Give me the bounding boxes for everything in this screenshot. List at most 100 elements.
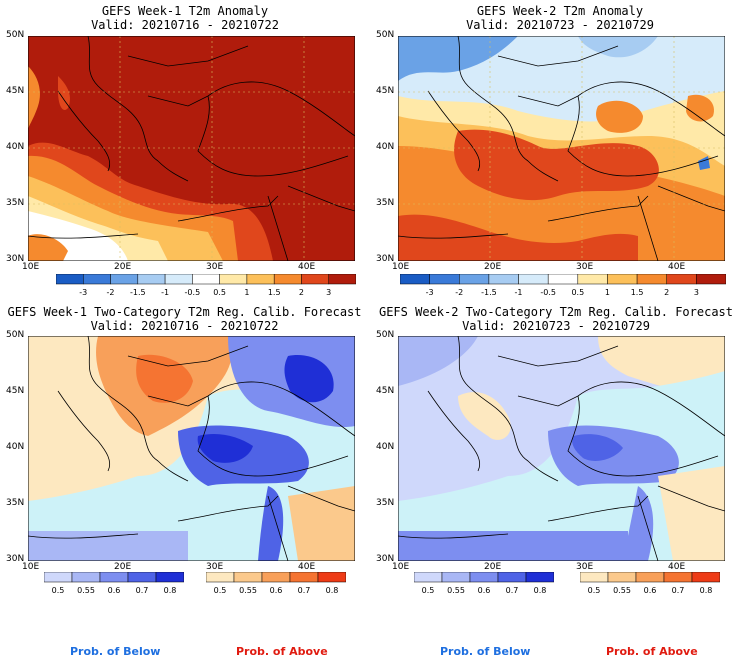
colorbar-tick-label: -1 (515, 288, 523, 297)
colorbar-segment (429, 274, 460, 285)
colorbar-tick-label: 1.5 (631, 288, 644, 297)
colorbar-tick-label: 0.55 (239, 586, 257, 595)
panel4-title: GEFS Week-2 Two-Category T2m Reg. Calib.… (378, 305, 733, 333)
lat-label: 50N (6, 30, 25, 40)
colorbar-tick-label: 3 (694, 288, 699, 297)
lon-label: 40E (668, 262, 686, 272)
colorbar-segment (44, 572, 73, 583)
colorbar-segment (696, 274, 726, 285)
colorbar-tick-label: 0.7 (506, 586, 519, 595)
colorbar-tick-label: 0.5 (52, 586, 65, 595)
lat-label: 45N (6, 86, 25, 96)
colorbar-segment (246, 274, 275, 285)
colorbar-segment (635, 572, 665, 583)
colorbar-tick-label: -3 (79, 288, 87, 297)
lat-label: 40N (6, 142, 25, 152)
colorbar-tick-label: 1.5 (268, 288, 281, 297)
colorbar-tick-label: -0.5 (185, 288, 201, 297)
prob-below-label: Prob. of Below (440, 645, 531, 658)
lat-label: 35N (6, 198, 25, 208)
colorbar-tick-label: 0.5 (571, 288, 584, 297)
lon-label: 30E (576, 262, 594, 272)
prob-below-colorbar-week1: 0.5 0.55 0.6 0.7 0.8 (44, 572, 184, 595)
colorbar-tick-label: 0.6 (478, 586, 491, 595)
lon-label: 20E (484, 262, 502, 272)
lat-label: 30N (6, 254, 25, 264)
lat-label: 50N (376, 330, 395, 340)
colorbar-tick-label: 0.6 (644, 586, 657, 595)
colorbar-segment (607, 572, 637, 583)
lat-label: 45N (6, 386, 25, 396)
colorbar-tick-label: -2 (107, 288, 115, 297)
prob-below-label: Prob. of Below (70, 645, 161, 658)
colorbar-segment (289, 572, 319, 583)
colorbar-segment (607, 274, 638, 285)
lon-label: 20E (484, 562, 502, 572)
colorbar-segment (328, 274, 356, 285)
lon-label: 20E (114, 262, 132, 272)
map-week2-probability (398, 336, 725, 561)
colorbar-segment (497, 572, 527, 583)
colorbar-tick-label: -1.5 (481, 288, 497, 297)
lat-label: 30N (376, 554, 395, 564)
prob-above-colorbar-week1: 0.5 0.55 0.6 0.7 0.8 (206, 572, 346, 595)
panel2-title: GEFS Week-2 T2m Anomaly Valid: 20210723 -… (466, 4, 654, 32)
colorbar-segment (273, 274, 302, 285)
panel3-title: GEFS Week-1 Two-Category T2m Reg. Calib.… (7, 305, 362, 333)
colorbar-tick-label: 2 (299, 288, 304, 297)
lon-label: 30E (576, 562, 594, 572)
panel1-title: GEFS Week-1 T2m Anomaly Valid: 20210716 -… (91, 4, 279, 32)
colorbar-segment (636, 274, 667, 285)
colorbar-segment (580, 572, 609, 583)
colorbar-tick-label: 0.7 (672, 586, 685, 595)
colorbar-segment (441, 572, 471, 583)
colorbar-segment (525, 572, 554, 583)
colorbar-tick-label: 0.7 (136, 586, 149, 595)
colorbar-segment (459, 274, 490, 285)
anomaly-colorbar-week1: -3 -2 -1.5 -1 -0.5 0.5 1 1.5 2 3 (56, 274, 356, 297)
colorbar-segment (99, 572, 129, 583)
lon-label: 10E (392, 562, 410, 572)
colorbar-tick-label: 0.55 (613, 586, 631, 595)
colorbar-segment (137, 274, 166, 285)
colorbar-tick-label: 0.5 (588, 586, 601, 595)
colorbar-tick-label: 1 (244, 288, 249, 297)
colorbar-tick-label: -2 (455, 288, 463, 297)
colorbar-tick-label: 0.5 (213, 288, 226, 297)
colorbar-tick-label: 0.8 (700, 586, 713, 595)
colorbar-segment (301, 274, 329, 285)
lon-label: 40E (668, 562, 686, 572)
colorbar-segment (488, 274, 519, 285)
colorbar-tick-label: 1 (605, 288, 610, 297)
colorbar-segment (192, 274, 220, 285)
colorbar-segment (666, 274, 697, 285)
colorbar-tick-label: 0.8 (164, 586, 177, 595)
prob-above-label: Prob. of Above (606, 645, 698, 658)
lat-label: 50N (376, 30, 395, 40)
colorbar-tick-label: -1 (161, 288, 169, 297)
colorbar-segment (110, 274, 139, 285)
map-week1-anomaly (28, 36, 355, 261)
colorbar-segment (164, 274, 193, 285)
colorbar-segment (518, 274, 549, 285)
colorbar-tick-label: 0.6 (108, 586, 121, 595)
colorbar-segment (219, 274, 248, 285)
lat-label: 40N (376, 442, 395, 452)
colorbar-tick-label: 0.5 (422, 586, 435, 595)
lat-label: 35N (6, 498, 25, 508)
colorbar-segment (414, 572, 443, 583)
colorbar-tick-label: 0.6 (270, 586, 283, 595)
lon-label: 30E (206, 562, 224, 572)
lat-label: 40N (6, 442, 25, 452)
colorbar-segment (261, 572, 291, 583)
lat-label: 50N (6, 330, 25, 340)
colorbar-tick-label: 0.7 (298, 586, 311, 595)
colorbar-segment (233, 572, 263, 583)
lon-label: 20E (114, 562, 132, 572)
colorbar-tick-label: 2 (664, 288, 669, 297)
lat-label: 45N (376, 386, 395, 396)
colorbar-segment (56, 274, 84, 285)
colorbar-segment (400, 274, 430, 285)
colorbar-segment (577, 274, 608, 285)
lat-label: 45N (376, 86, 395, 96)
